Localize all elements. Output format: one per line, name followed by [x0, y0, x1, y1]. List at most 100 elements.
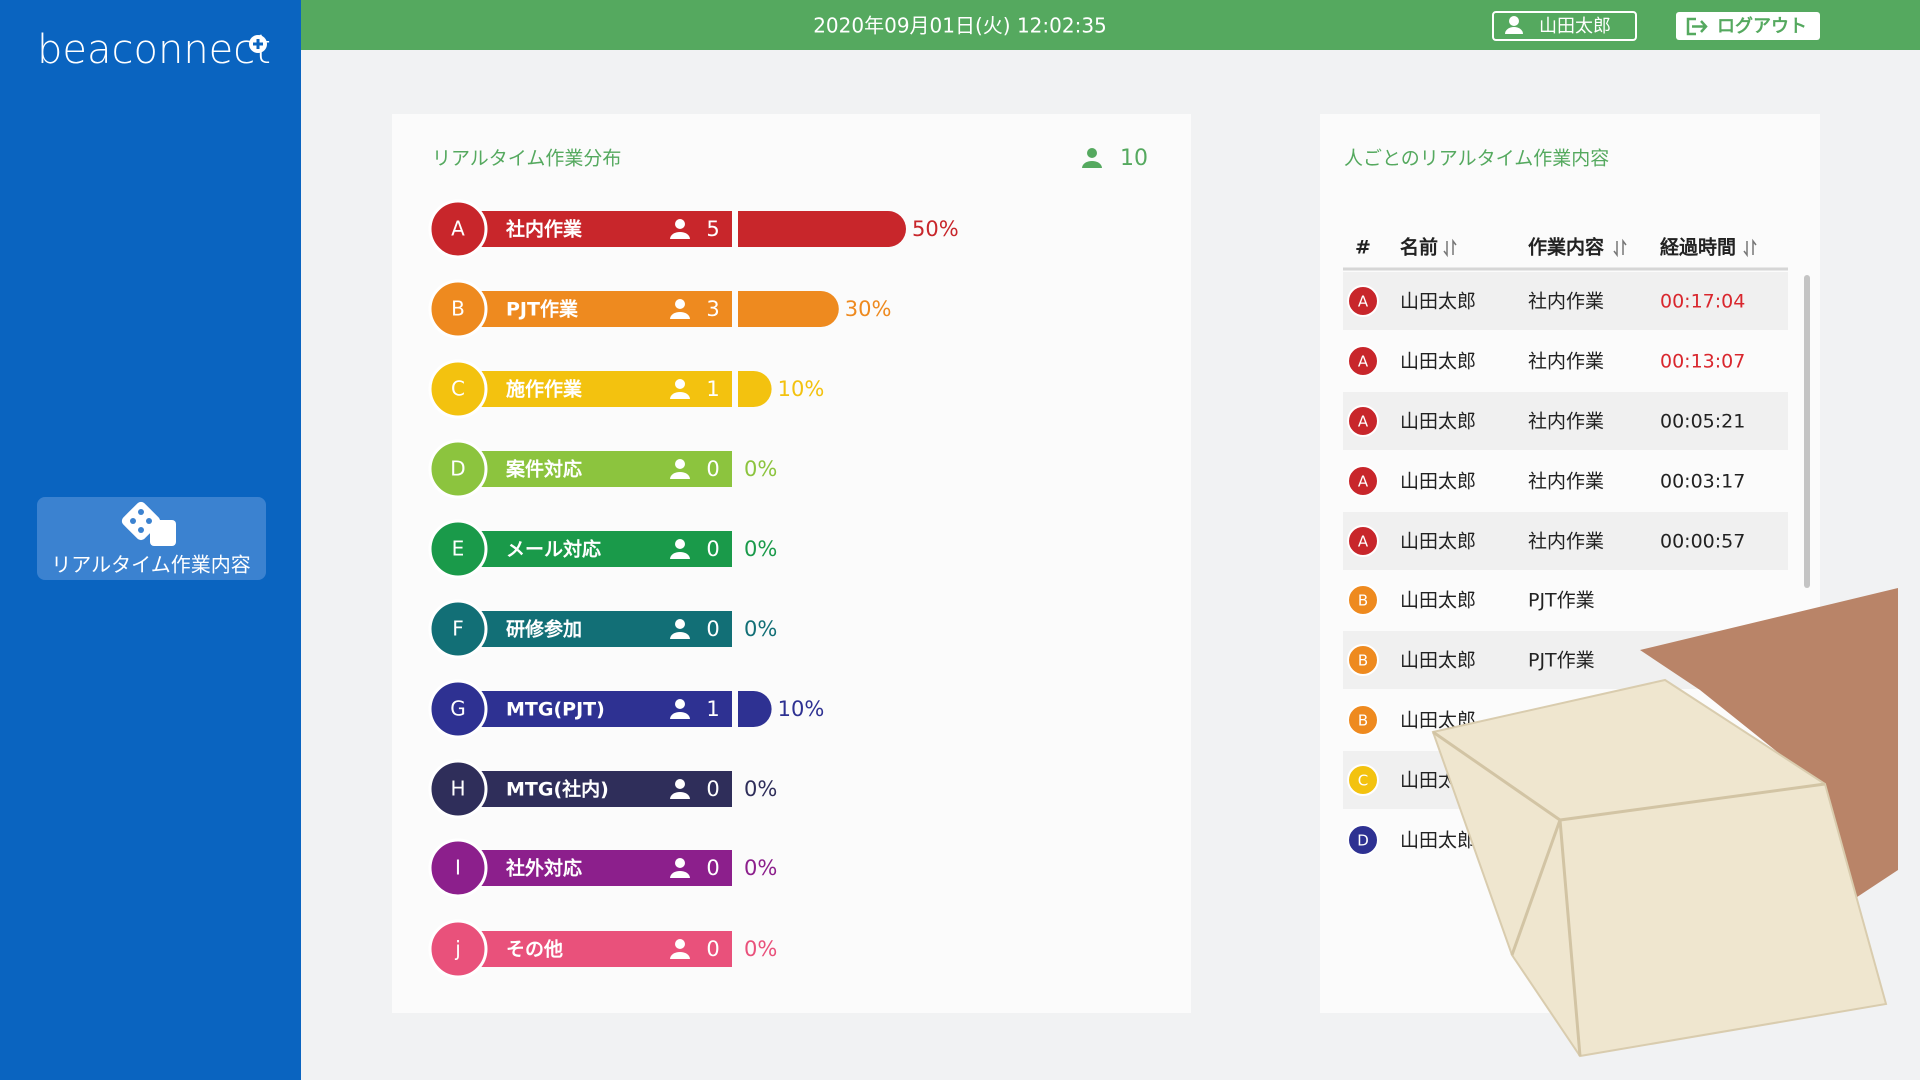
letter: E	[452, 537, 465, 561]
row-background	[1343, 512, 1788, 570]
row-name: 山田太郎	[1400, 291, 1476, 313]
row-badge	[1347, 345, 1379, 377]
row-name: 山田太郎	[1400, 351, 1476, 373]
letter: D	[450, 457, 465, 481]
person-head	[675, 219, 685, 229]
person-icon	[670, 459, 690, 479]
person-body	[670, 871, 690, 878]
sort-icon	[1743, 238, 1757, 258]
work-label: MTG(PJT)	[506, 699, 605, 721]
dice-edges	[1432, 730, 1826, 1057]
row-time: 00:17:04	[1660, 291, 1745, 313]
person-icon	[1082, 148, 1102, 168]
label-band	[458, 291, 732, 327]
letter-badge	[428, 679, 488, 739]
count: 0	[706, 457, 719, 481]
percent-bar	[738, 291, 839, 327]
row-letter: B	[1358, 592, 1368, 610]
logo-plus-sign	[253, 39, 263, 49]
percent-label: 0%	[744, 777, 777, 801]
person-icon	[670, 779, 690, 799]
person-icon	[670, 699, 690, 719]
row-badge	[1347, 525, 1379, 557]
row-letter: A	[1358, 413, 1369, 431]
sort-icon	[1613, 238, 1627, 258]
work-label: メール対応	[506, 538, 601, 561]
letter: H	[450, 777, 465, 801]
content: A 社内作業 5 50%B PJT作業 3 30%C 施作作業 1 10%D 案件対応 0 0%E メール…	[428, 148, 1788, 979]
work-label: 案件対応	[505, 458, 582, 481]
letter: I	[455, 856, 461, 880]
letter: j	[454, 937, 461, 961]
person-icon	[670, 858, 690, 878]
person-title: 人ごとのリアルタイム作業内容	[1344, 148, 1609, 170]
row-time: 00:03:17	[1660, 471, 1745, 493]
logout-button[interactable]	[1676, 12, 1820, 40]
row-badge	[1347, 285, 1379, 317]
letter: C	[451, 377, 465, 401]
row-task: 社内作業	[1528, 471, 1604, 493]
person-icon	[670, 939, 690, 959]
percent-label: 0%	[744, 856, 777, 880]
person-head	[675, 939, 685, 949]
photo-overlay	[1431, 588, 1898, 1058]
person-icon	[670, 619, 690, 639]
logo[interactable]: beaconnect	[37, 27, 271, 73]
label-band	[458, 611, 732, 647]
row-task: 社内作業	[1528, 351, 1604, 373]
row-name: 山田太郎	[1400, 650, 1476, 672]
label-band	[458, 931, 732, 967]
row-task: PJT作業	[1528, 590, 1595, 612]
row-letter: A	[1358, 473, 1369, 491]
person-icon	[670, 539, 690, 559]
letter: B	[451, 297, 465, 321]
row-badge	[1347, 824, 1379, 856]
person-head	[675, 539, 685, 549]
row-task: PJT作業	[1528, 650, 1595, 672]
letter: G	[450, 697, 466, 721]
row-letter: D	[1357, 832, 1369, 850]
row-task: 社内作業	[1528, 531, 1604, 553]
percent-label: 0%	[744, 617, 777, 641]
work-label: MTG(社内)	[506, 778, 609, 801]
percent-bar	[738, 691, 772, 727]
count: 0	[706, 777, 719, 801]
row-letter: C	[1358, 772, 1368, 790]
distribution-title: リアルタイム作業分布	[432, 148, 621, 170]
count: 5	[706, 217, 719, 241]
count: 3	[706, 297, 719, 321]
person-body	[670, 712, 690, 719]
nav-label[interactable]: リアルタイム作業内容	[51, 553, 250, 577]
percent-label: 0%	[744, 457, 777, 481]
user-name[interactable]: 山田太郎	[1539, 16, 1611, 37]
person-head	[675, 299, 685, 309]
row-letter: B	[1358, 652, 1368, 670]
percent-label: 30%	[845, 297, 892, 321]
column-header: 作業内容	[1528, 236, 1604, 259]
person-head	[1087, 148, 1097, 158]
person-head	[675, 379, 685, 389]
label-band	[458, 451, 732, 487]
count: 0	[706, 537, 719, 561]
row-name: 山田太郎	[1400, 471, 1476, 493]
column-header: #	[1355, 237, 1371, 259]
letter-badge	[428, 599, 488, 659]
user-button[interactable]	[1492, 11, 1637, 41]
row-badge	[1347, 764, 1379, 796]
logout-label[interactable]: ログアウト	[1717, 15, 1807, 37]
user-icon	[1505, 16, 1523, 34]
letter-badge	[428, 519, 488, 579]
row-letter: B	[1358, 712, 1368, 730]
person-head	[675, 858, 685, 868]
person-head	[675, 699, 685, 709]
letter-badge	[428, 359, 488, 419]
person-head	[675, 779, 685, 789]
sort-icon	[1443, 238, 1457, 258]
row-task: 社内作業	[1528, 411, 1604, 433]
percent-label: 10%	[778, 377, 825, 401]
person-body	[670, 312, 690, 319]
scrollbar[interactable]	[1804, 275, 1810, 588]
row-name: 山田太郎	[1400, 830, 1476, 852]
person-icon	[670, 299, 690, 319]
